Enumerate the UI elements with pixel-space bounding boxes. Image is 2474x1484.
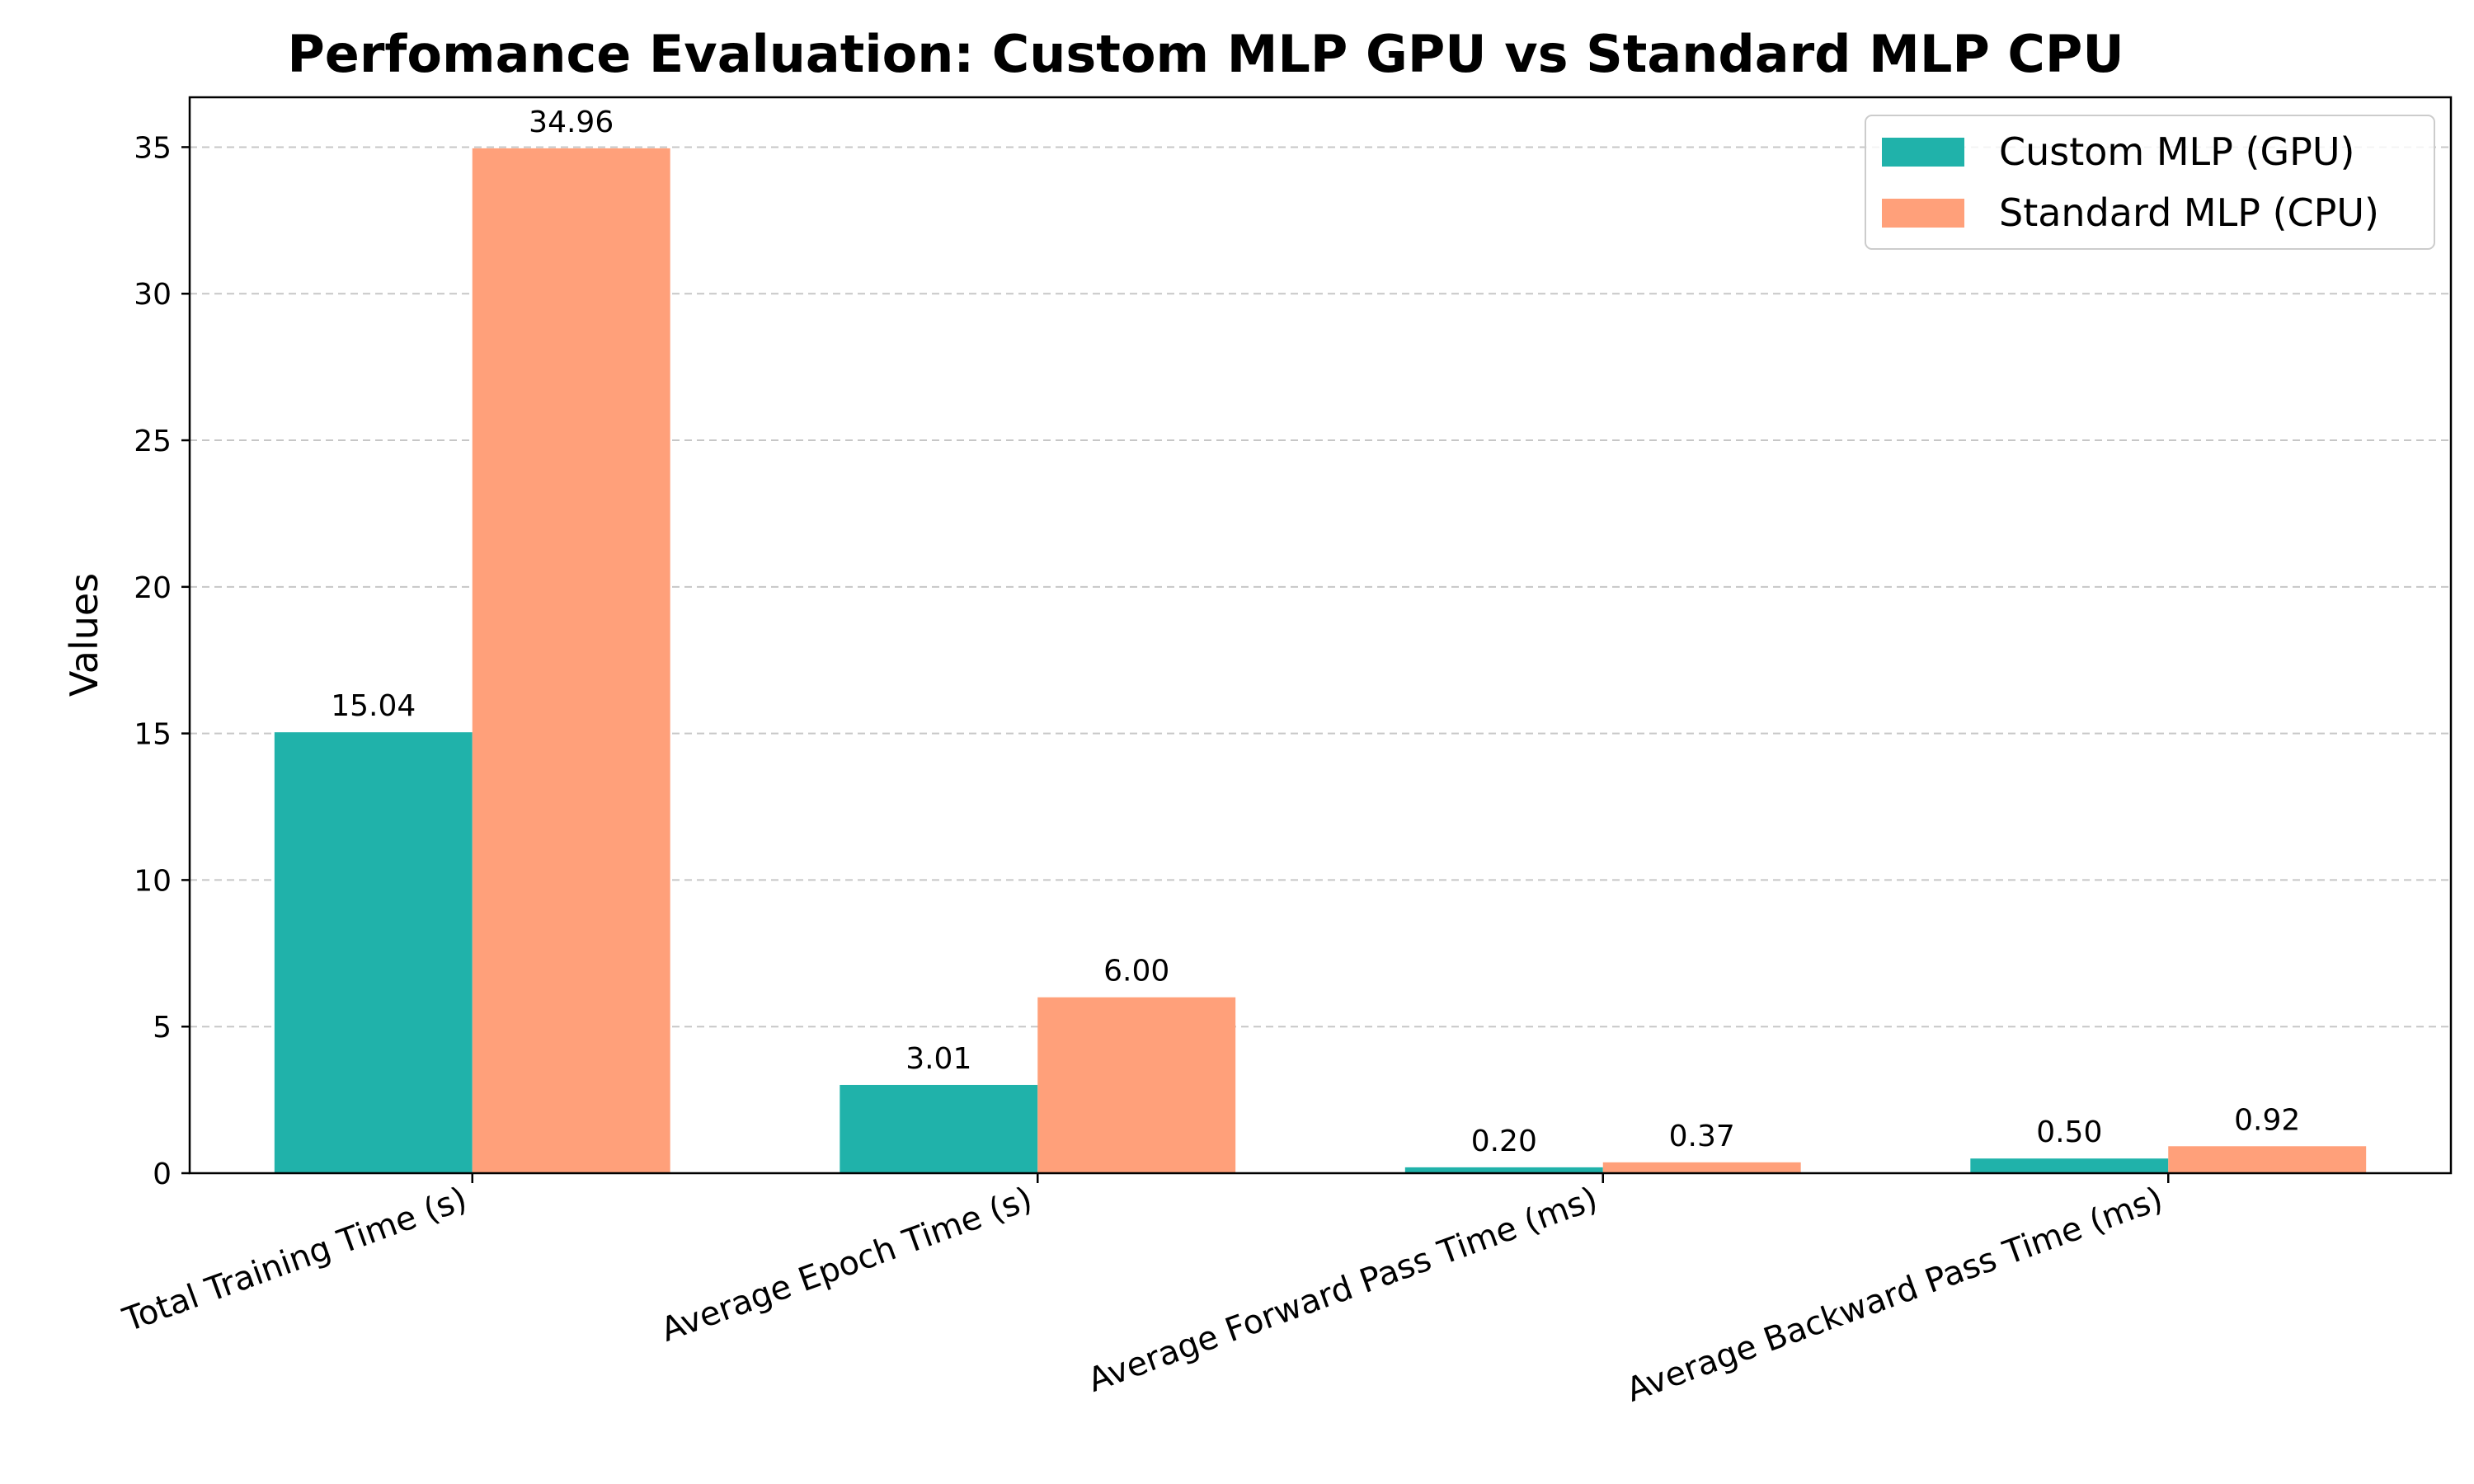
bar-value-label: 34.96: [529, 106, 614, 139]
bar-value-label: 15.04: [331, 689, 416, 723]
legend-label-gpu: Custom MLP (GPU): [1999, 129, 2354, 174]
y-tick-label: 25: [134, 425, 172, 458]
bar-gpu: [840, 1084, 1038, 1173]
legend-swatch-cpu: [1882, 199, 1964, 228]
bar-value-label: 0.20: [1471, 1125, 1537, 1158]
legend-frame: [1865, 115, 2435, 250]
bar-value-label: 6.00: [1103, 955, 1169, 989]
legend-swatch-gpu: [1882, 138, 1964, 167]
y-axis-label: Values: [62, 573, 106, 697]
bar-value-label: 0.92: [2234, 1103, 2300, 1137]
y-tick-label: 20: [134, 571, 172, 605]
x-tick-label: Total Training Time (s): [118, 1180, 473, 1340]
y-tick-label: 10: [134, 864, 172, 898]
bar-cpu: [1602, 1162, 1801, 1173]
bar-value-label: 3.01: [905, 1042, 971, 1076]
chart-title: Perfomance Evaluation: Custom MLP GPU vs…: [287, 24, 2124, 84]
bar-cpu: [1037, 997, 1236, 1173]
bar-value-labels: 15.04 3.01 0.20 0.50 34.96 6.00 0.37 0.92: [331, 106, 2300, 1158]
legend: Custom MLP (GPU) Standard MLP (CPU): [1865, 115, 2435, 250]
bar-cpu: [472, 148, 670, 1173]
bar-cpu: [2168, 1146, 2367, 1173]
y-axis-ticks: 0 5 10 15 20 25 30 35: [134, 131, 190, 1191]
x-axis-ticks: Total Training Time (s) Average Epoch Tim…: [118, 1173, 2170, 1410]
bars: [274, 148, 2367, 1173]
x-tick-label: Average Forward Pass Time (ms): [1083, 1180, 1602, 1400]
bar-gpu: [274, 732, 473, 1173]
bar-value-label: 0.37: [1669, 1120, 1735, 1153]
y-tick-label: 5: [153, 1011, 172, 1045]
y-tick-label: 30: [134, 278, 172, 312]
bar-gpu: [1970, 1158, 2169, 1173]
x-tick-label: Average Backward Pass Time (ms): [1621, 1180, 2167, 1410]
y-tick-label: 15: [134, 718, 172, 752]
bar-gpu: [1404, 1167, 1603, 1173]
plot-frame: [188, 96, 2453, 1175]
bar-value-label: 0.50: [2036, 1115, 2102, 1149]
legend-label-cpu: Standard MLP (CPU): [1999, 190, 2379, 235]
x-tick-label: Average Epoch Time (s): [656, 1180, 1037, 1350]
y-tick-label: 0: [153, 1158, 172, 1191]
y-tick-label: 35: [134, 131, 172, 165]
